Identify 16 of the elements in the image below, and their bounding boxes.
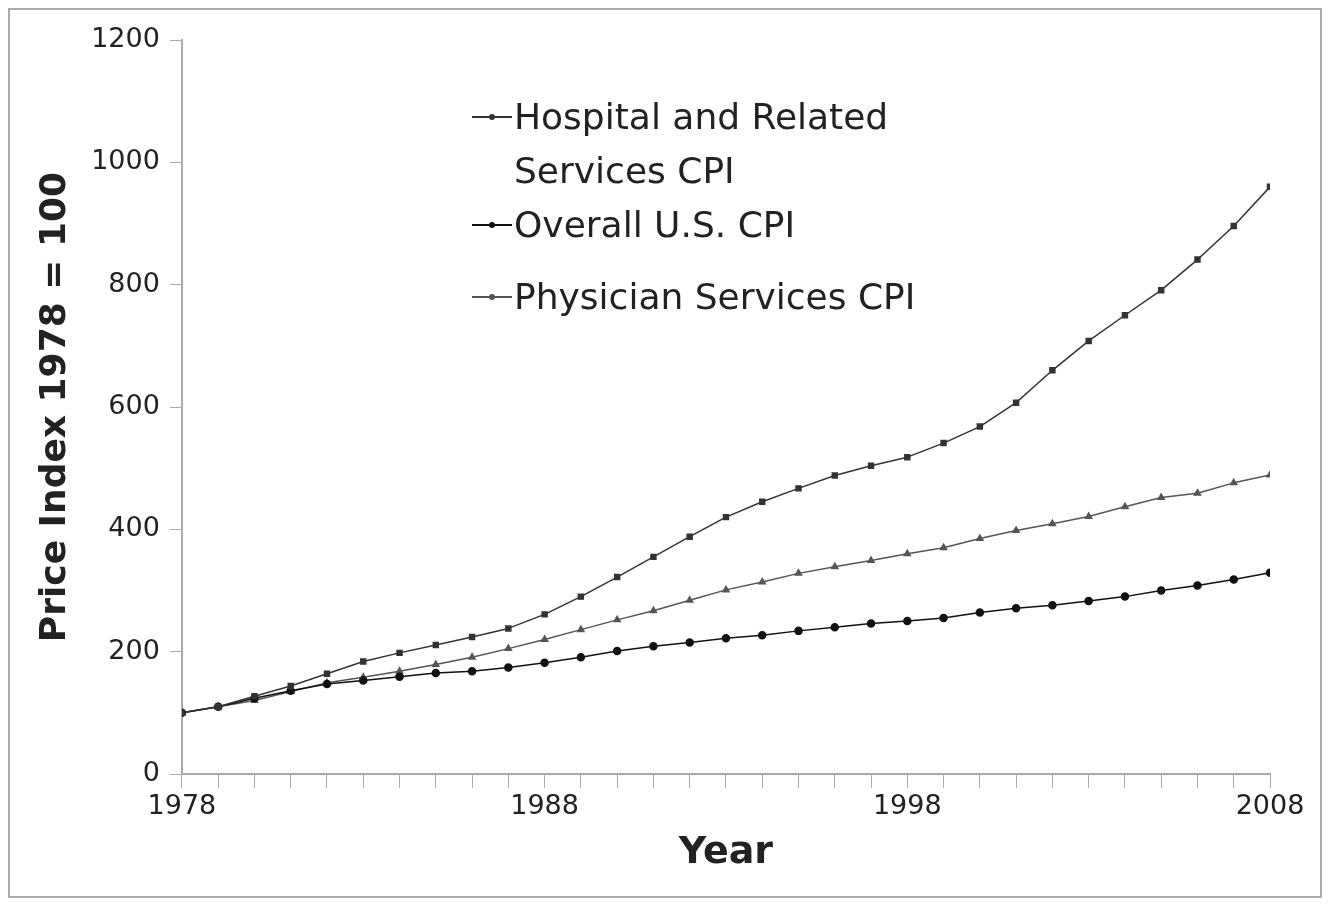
legend-label: Physician Services CPI bbox=[514, 275, 916, 319]
x-tick-label: 1978 bbox=[147, 789, 217, 821]
y-tick-label: 0 bbox=[142, 756, 160, 788]
legend-label: Hospital and Related Services CPI bbox=[514, 95, 890, 193]
x-tick-label: 1998 bbox=[872, 789, 942, 821]
x-tick-label: 2008 bbox=[1235, 789, 1305, 821]
y-tick-label: 600 bbox=[108, 389, 160, 421]
y-tick-label: 400 bbox=[108, 511, 160, 543]
y-axis-title: Price Index 1978 = 100 bbox=[31, 171, 73, 643]
y-tick-label: 200 bbox=[108, 633, 160, 665]
x-axis-title: Year bbox=[677, 828, 774, 873]
y-tick-label: 1000 bbox=[91, 144, 160, 176]
legend-label: Overall U.S. CPI bbox=[514, 203, 796, 247]
x-tick-label: 1988 bbox=[510, 789, 579, 821]
y-tick-label: 800 bbox=[108, 266, 160, 298]
y-tick-label: 1200 bbox=[91, 22, 160, 54]
